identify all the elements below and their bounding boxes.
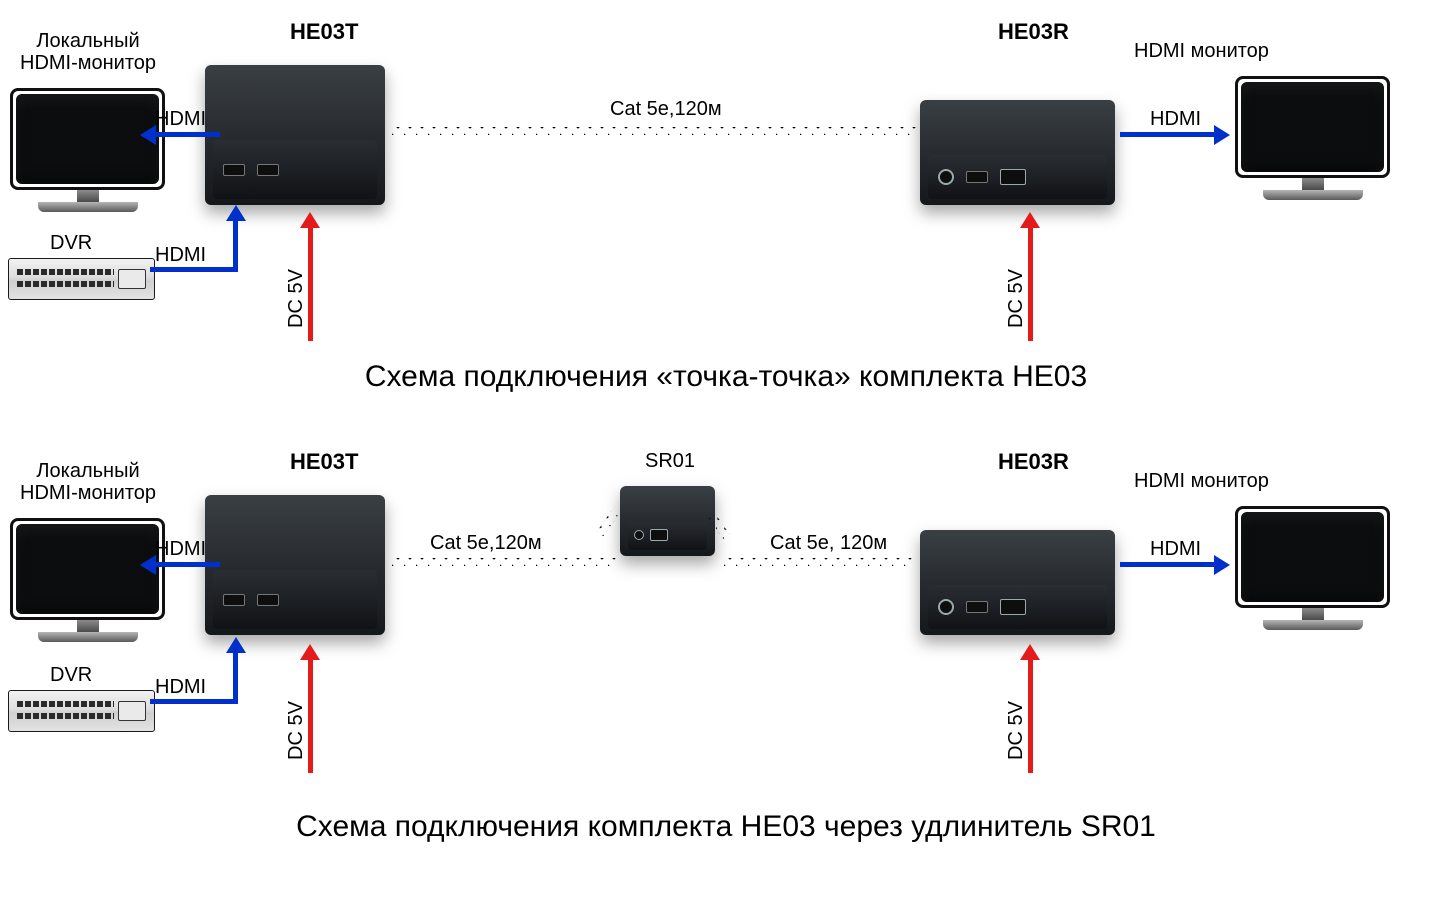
d2-local-monitor-icon xyxy=(10,518,165,648)
d2-hdmi-dvr-arrow xyxy=(150,637,250,707)
d2-power-rx-label: DC 5V xyxy=(1005,701,1028,760)
d2-hdmi-remote-label: HDMI xyxy=(1150,538,1201,560)
d2-cable-left-icon xyxy=(392,558,618,566)
d2-cable-right-label: Cat 5e, 120м xyxy=(770,532,887,554)
d2-tx-device-icon xyxy=(205,495,385,635)
d1-caption: Схема подключения «точка-точка» комплект… xyxy=(0,360,1452,394)
d1-hdmi-dvr-arrow xyxy=(150,205,250,275)
d1-local-monitor-icon xyxy=(10,88,165,218)
d2-local-monitor-label: Локальный HDMI-монитор xyxy=(20,460,156,504)
d1-power-rx-label: DC 5V xyxy=(1005,269,1028,328)
d1-tx-model-label: HE03T xyxy=(290,20,358,44)
d2-rx-model-label: HE03R xyxy=(998,450,1069,474)
d1-rx-device-icon xyxy=(920,100,1115,205)
d2-hdmi-local-label: HDMI xyxy=(155,538,206,560)
d1-cable-label: Cat 5e,120м xyxy=(610,98,722,120)
d1-remote-monitor-label: HDMI монитор xyxy=(1134,40,1269,62)
d2-dvr-label: DVR xyxy=(50,664,92,686)
d2-cable-right-icon xyxy=(724,558,916,566)
d1-rx-model-label: HE03R xyxy=(998,20,1069,44)
d1-remote-monitor-icon xyxy=(1235,76,1390,206)
d1-dvr-icon xyxy=(8,258,155,300)
d2-cable-left-label: Cat 5e,120м xyxy=(430,532,542,554)
d1-dvr-label: DVR xyxy=(50,232,92,254)
stage: Локальный HDMI-монитор DVR HE03T HDMI HD… xyxy=(0,0,1452,898)
d2-remote-monitor-icon xyxy=(1235,506,1390,636)
d2-caption: Схема подключения комплекта HE03 через у… xyxy=(0,810,1452,844)
text: Локальный HDMI-монитор xyxy=(20,30,156,74)
d2-cable-left-curve xyxy=(597,510,618,536)
d1-hdmi-local-label: HDMI xyxy=(155,108,206,130)
d2-remote-monitor-label: HDMI монитор xyxy=(1134,470,1269,492)
d2-dvr-icon xyxy=(8,690,155,732)
d1-local-monitor-label: Локальный HDMI-монитор xyxy=(20,30,156,74)
text: Локальный HDMI-монитор xyxy=(20,460,156,504)
d1-tx-device-icon xyxy=(205,65,385,205)
d2-rx-device-icon xyxy=(920,530,1115,635)
d2-repeater-icon xyxy=(620,486,715,556)
d2-tx-model-label: HE03T xyxy=(290,450,358,474)
d1-power-tx-label: DC 5V xyxy=(285,269,308,328)
d2-repeater-label: SR01 xyxy=(645,450,695,472)
d1-cable-icon xyxy=(392,127,916,135)
d2-power-tx-label: DC 5V xyxy=(285,701,308,760)
d1-hdmi-remote-label: HDMI xyxy=(1150,108,1201,130)
